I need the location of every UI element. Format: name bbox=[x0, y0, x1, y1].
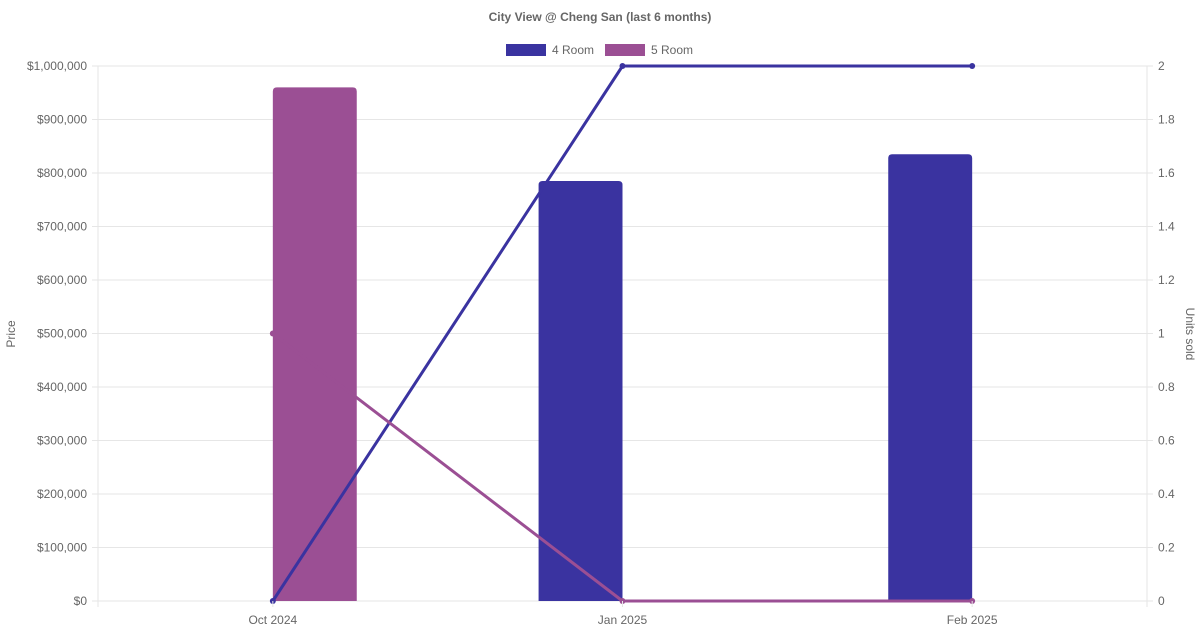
right-axis-tick-label: 1 bbox=[1158, 327, 1165, 341]
left-axis-tick-label: $400,000 bbox=[37, 380, 87, 394]
x-axis-tick-label: Feb 2025 bbox=[947, 613, 998, 627]
right-axis-tick-label: 2 bbox=[1158, 59, 1165, 73]
left-axis-tick-label: $500,000 bbox=[37, 327, 87, 341]
right-axis-tick-label: 1.4 bbox=[1158, 220, 1175, 234]
legend-label-4-room: 4 Room bbox=[552, 43, 594, 57]
left-axis-tick-label: $300,000 bbox=[37, 434, 87, 448]
legend-swatch-5-room bbox=[605, 44, 645, 56]
left-axis-title: Price bbox=[4, 320, 18, 348]
legend-swatch-4-room bbox=[506, 44, 546, 56]
right-axis-tick-label: 0.4 bbox=[1158, 487, 1175, 501]
legend: 4 Room 5 Room bbox=[506, 43, 693, 57]
left-axis-tick-label: $0 bbox=[74, 594, 88, 608]
point-layer bbox=[269, 63, 976, 604]
bar-4-room[interactable] bbox=[538, 181, 623, 601]
x-axis-tick-label: Oct 2024 bbox=[248, 613, 297, 627]
point-4-room[interactable] bbox=[619, 63, 626, 69]
right-axis-tick-label: 0 bbox=[1158, 594, 1165, 608]
bar-5-room[interactable] bbox=[272, 87, 357, 601]
legend-item-4-room[interactable]: 4 Room bbox=[506, 43, 594, 57]
x-axis-tick-label: Jan 2025 bbox=[598, 613, 648, 627]
right-axis-tick-label: 1.2 bbox=[1158, 273, 1175, 287]
legend-item-5-room[interactable]: 5 Room bbox=[605, 43, 693, 57]
left-axis-tick-label: $900,000 bbox=[37, 113, 87, 127]
bar-layer bbox=[272, 87, 973, 601]
point-4-room[interactable] bbox=[969, 63, 976, 69]
right-axis-tick-label: 0.8 bbox=[1158, 380, 1175, 394]
left-axis-tick-label: $700,000 bbox=[37, 220, 87, 234]
legend-label-5-room: 5 Room bbox=[651, 43, 693, 57]
chart-title: City View @ Cheng San (last 6 months) bbox=[489, 10, 712, 24]
left-axis-tick-label: $1,000,000 bbox=[27, 59, 87, 73]
left-axis-tick-label: $600,000 bbox=[37, 273, 87, 287]
left-axis-tick-label: $100,000 bbox=[37, 541, 87, 555]
right-axis-tick-label: 1.8 bbox=[1158, 113, 1175, 127]
left-axis-tick-label: $200,000 bbox=[37, 487, 87, 501]
right-axis-tick-label: 1.6 bbox=[1158, 166, 1175, 180]
axis-layer: $0 $100,000 $200,000 $300,000 $400,000 $500,0… bbox=[27, 59, 1175, 627]
right-axis-tick-label: 0.6 bbox=[1158, 434, 1175, 448]
left-axis-tick-label: $800,000 bbox=[37, 166, 87, 180]
right-axis-tick-label: 0.2 bbox=[1158, 541, 1175, 555]
bar-4-room[interactable] bbox=[888, 154, 973, 601]
right-axis-title: Units sold bbox=[1183, 308, 1197, 361]
point-5-room[interactable] bbox=[269, 330, 276, 337]
